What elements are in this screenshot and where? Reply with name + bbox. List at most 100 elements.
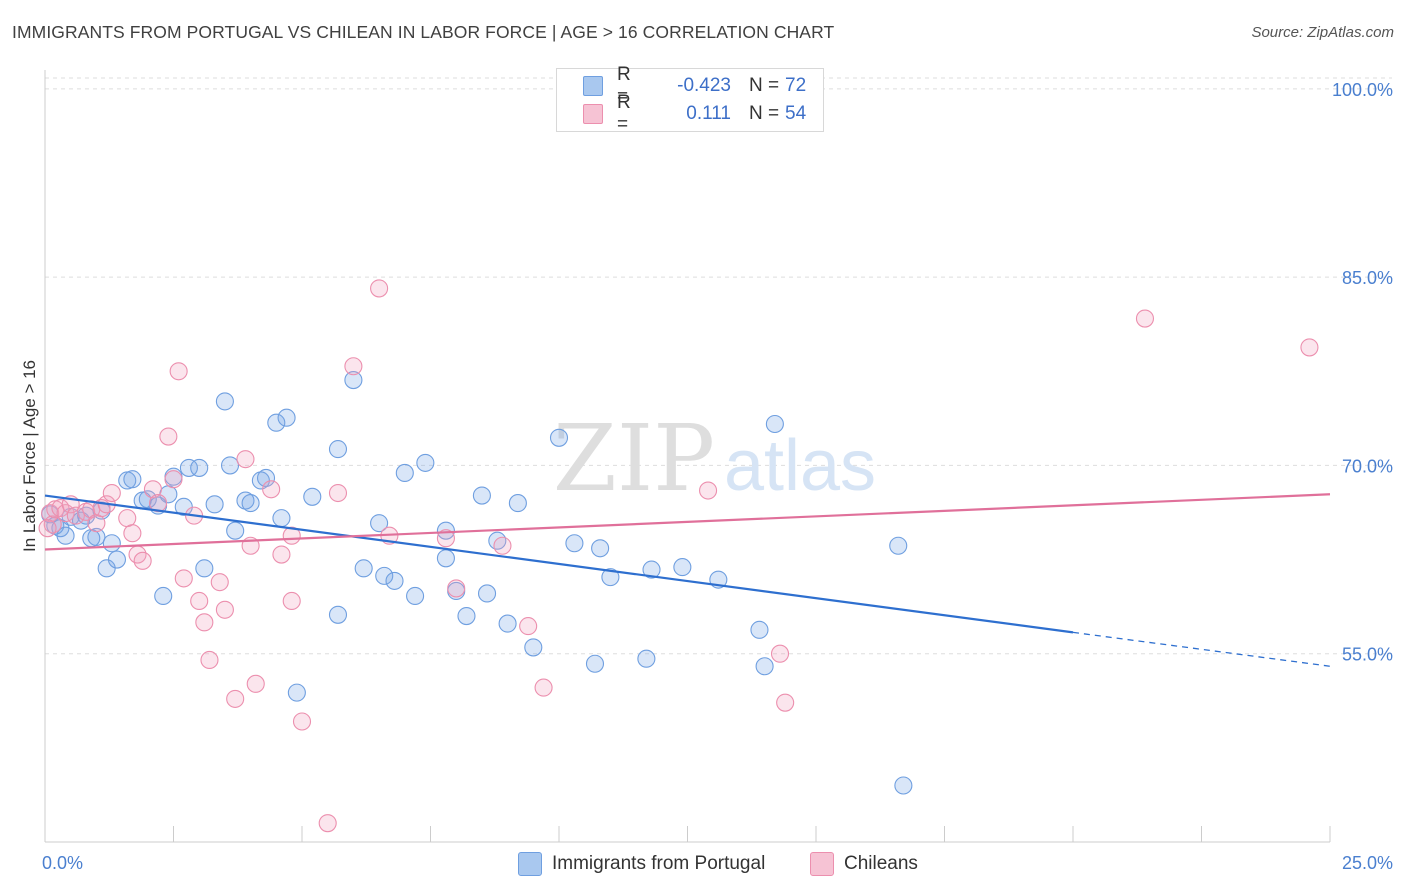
point-chileans bbox=[493, 536, 512, 555]
point-portugal bbox=[406, 586, 425, 606]
legend-label-chileans: Chileans bbox=[844, 853, 918, 874]
point-portugal bbox=[71, 511, 91, 530]
point-portugal bbox=[472, 486, 491, 505]
legend-r-value: 0.111 bbox=[686, 103, 731, 124]
point-chileans bbox=[215, 600, 234, 619]
point-chileans bbox=[56, 504, 75, 523]
point-portugal bbox=[416, 453, 435, 472]
watermark-atlas: atlas bbox=[724, 426, 876, 506]
point-chileans bbox=[102, 483, 121, 503]
point-portugal bbox=[241, 494, 260, 513]
point-portugal bbox=[370, 514, 389, 533]
data-points bbox=[38, 279, 1319, 833]
y-tick-label: 70.0% bbox=[1342, 456, 1393, 476]
point-portugal bbox=[637, 649, 656, 668]
point-portugal bbox=[236, 491, 255, 510]
point-portugal bbox=[138, 490, 157, 509]
legend-r-label: R = bbox=[617, 92, 631, 135]
point-chileans bbox=[776, 693, 795, 712]
legend-swatch-portugal bbox=[518, 852, 542, 876]
point-portugal bbox=[436, 521, 455, 540]
point-chileans bbox=[66, 506, 85, 525]
point-chileans bbox=[87, 514, 106, 533]
point-chileans bbox=[447, 579, 466, 598]
point-chileans bbox=[118, 509, 137, 528]
point-portugal bbox=[179, 458, 198, 477]
point-portugal bbox=[328, 440, 348, 459]
legend-n-value: 72 bbox=[785, 75, 807, 96]
point-portugal bbox=[477, 584, 497, 603]
point-portugal bbox=[549, 428, 569, 447]
point-chileans bbox=[226, 689, 245, 708]
legend-row-chileans: R = 0.111 N = 54 bbox=[583, 92, 806, 135]
legend-r-value: -0.423 bbox=[677, 75, 731, 96]
chart-title: IMMIGRANTS FROM PORTUGAL VS CHILEAN IN L… bbox=[12, 22, 835, 42]
trend-lines bbox=[44, 493, 1331, 667]
point-portugal bbox=[154, 586, 173, 606]
point-chileans bbox=[534, 678, 553, 697]
x-tick-label: 0.0% bbox=[42, 853, 83, 873]
point-chileans bbox=[200, 650, 219, 670]
point-portugal bbox=[591, 539, 610, 558]
trend-line-portugal bbox=[44, 494, 1074, 634]
point-portugal bbox=[498, 614, 517, 633]
point-portugal bbox=[524, 638, 543, 657]
point-chileans bbox=[195, 613, 214, 632]
point-portugal bbox=[385, 571, 404, 590]
y-tick-label: 85.0% bbox=[1342, 268, 1393, 288]
point-portugal bbox=[508, 494, 527, 513]
point-chileans bbox=[236, 450, 255, 469]
point-portugal bbox=[601, 568, 620, 587]
point-chileans bbox=[770, 644, 790, 663]
tick-labels: 55.0% 70.0% 85.0% 100.0% 0.0% 25.0% bbox=[42, 80, 1393, 873]
point-portugal bbox=[107, 550, 127, 569]
point-portugal bbox=[344, 371, 363, 390]
grid-lines bbox=[45, 77, 1392, 655]
legend-item-portugal[interactable]: Immigrants from Portugal bbox=[518, 852, 765, 876]
legend-item-chileans[interactable]: Chileans bbox=[810, 852, 918, 876]
legend-row-portugal: R = -0.423 N = 72 bbox=[583, 64, 807, 107]
point-chileans bbox=[282, 591, 301, 611]
series-legend: Immigrants from Portugal Chileans bbox=[0, 852, 1406, 878]
legend-n-label: N = bbox=[749, 103, 780, 124]
point-portugal bbox=[765, 414, 784, 434]
point-portugal bbox=[123, 470, 142, 489]
y-axis-label: In Labor Force | Age > 16 bbox=[20, 359, 39, 553]
point-chileans bbox=[1300, 338, 1319, 357]
point-portugal bbox=[436, 549, 455, 568]
point-chileans bbox=[190, 591, 209, 611]
point-portugal bbox=[457, 606, 476, 626]
point-chileans bbox=[344, 357, 363, 376]
point-portugal bbox=[205, 495, 224, 514]
point-portugal bbox=[303, 487, 322, 506]
point-chileans bbox=[210, 573, 229, 592]
legend-label-portugal: Immigrants from Portugal bbox=[552, 853, 766, 874]
point-portugal bbox=[755, 657, 774, 676]
point-chileans bbox=[246, 674, 265, 693]
watermark: ZIP atlas bbox=[553, 405, 876, 512]
point-portugal bbox=[889, 536, 908, 555]
point-portugal bbox=[220, 456, 240, 475]
legend-swatch-chileans bbox=[583, 104, 603, 124]
point-chileans bbox=[159, 427, 178, 446]
point-chileans bbox=[370, 279, 389, 298]
legend-r-label: R = bbox=[617, 64, 631, 107]
point-portugal bbox=[267, 413, 286, 432]
point-portugal bbox=[375, 566, 394, 585]
point-chileans bbox=[436, 529, 455, 548]
y-tick-label: 100.0% bbox=[1332, 80, 1393, 100]
point-chileans bbox=[262, 480, 281, 499]
point-chileans bbox=[77, 502, 96, 521]
point-chileans bbox=[123, 524, 142, 543]
point-chileans bbox=[133, 551, 152, 570]
point-chileans bbox=[519, 617, 538, 636]
point-portugal bbox=[750, 620, 769, 639]
point-portugal bbox=[87, 527, 106, 547]
point-portugal bbox=[272, 509, 291, 528]
point-portugal bbox=[256, 468, 276, 488]
point-portugal bbox=[488, 531, 507, 550]
point-portugal bbox=[585, 654, 605, 673]
point-chileans bbox=[699, 481, 718, 500]
trend-line-chileans bbox=[44, 493, 1331, 551]
point-portugal bbox=[195, 559, 214, 578]
